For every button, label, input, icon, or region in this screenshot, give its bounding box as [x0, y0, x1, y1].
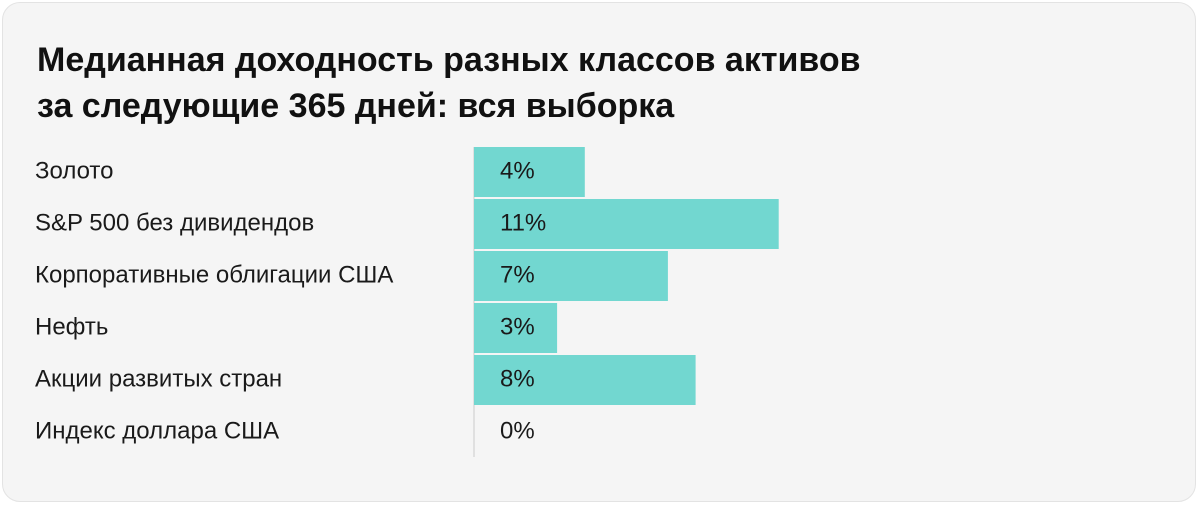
bar: [474, 355, 696, 405]
value-label: 7%: [500, 261, 535, 288]
bar-chart: Золото 4% S&P 500 без дивидендов 11% Корпора…: [35, 147, 779, 457]
bar: [474, 303, 558, 353]
bar: [474, 147, 585, 197]
value-label: 3%: [500, 313, 535, 340]
value-label: 11%: [500, 209, 546, 236]
category-label: Акции развитых стран: [35, 365, 282, 392]
value-label: 0%: [500, 417, 535, 444]
category-label: Корпоративные облигации США: [35, 261, 393, 288]
chart-title: Медианная доходность разных классов акти…: [37, 37, 1137, 129]
category-label: S&P 500 без дивидендов: [35, 209, 314, 236]
category-label: Золото: [35, 157, 113, 184]
category-label: Нефть: [35, 313, 108, 340]
bar: [474, 199, 779, 249]
chart-title-line-1: Медианная доходность разных классов акти…: [37, 41, 861, 79]
bar: [474, 251, 668, 301]
value-label: 8%: [500, 365, 535, 392]
chart-title-line-2: за следующие 365 дней: вся выборка: [37, 87, 675, 125]
value-label: 4%: [500, 157, 535, 184]
category-label: Индекс доллара США: [35, 417, 279, 444]
